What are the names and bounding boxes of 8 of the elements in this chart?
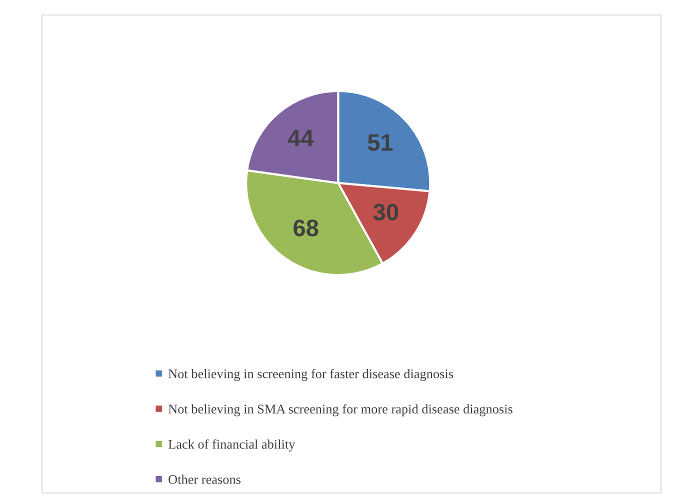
data-label: 51 <box>368 134 393 151</box>
legend-label: Not believing in screening for faster disease diagnosis <box>168 368 454 382</box>
data-label: 68 <box>294 220 318 236</box>
legend-label: Not believing in SMA screening for more rapid disease diagnosis <box>168 404 512 416</box>
data-label: 30 <box>373 204 398 221</box>
data-label: 44 <box>288 130 314 146</box>
legend-label: Lack of financial ability <box>168 439 296 452</box>
legend-label: Other reasons <box>168 474 241 484</box>
